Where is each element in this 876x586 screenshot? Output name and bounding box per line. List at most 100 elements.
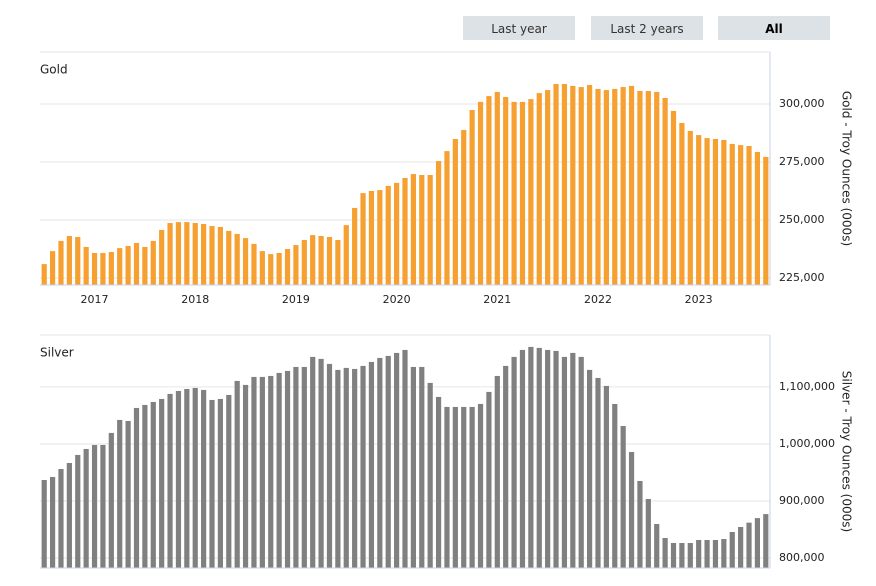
bar	[368, 191, 375, 285]
bar	[360, 193, 366, 285]
bar	[637, 90, 643, 286]
bar	[385, 185, 391, 285]
bar	[536, 93, 542, 285]
bar	[410, 174, 416, 285]
bar	[519, 349, 526, 568]
bar	[679, 543, 685, 568]
bar	[108, 432, 114, 568]
bar	[159, 229, 165, 285]
bar	[536, 347, 542, 568]
bar	[452, 139, 458, 285]
bar	[620, 425, 626, 568]
bar	[184, 222, 190, 285]
bar	[570, 352, 576, 568]
bar	[494, 91, 500, 285]
bar	[301, 239, 307, 285]
bar	[494, 375, 500, 568]
bar	[326, 363, 333, 568]
bar	[49, 476, 56, 568]
bar	[310, 235, 316, 285]
y-axis-title: Silver - Troy Ounces (000s)	[840, 371, 854, 532]
bar	[578, 356, 584, 568]
y-tick-label: 250,000	[779, 213, 825, 226]
bar	[150, 240, 156, 285]
bar	[561, 84, 568, 285]
bar	[670, 543, 677, 568]
bar	[645, 90, 651, 286]
bar	[503, 365, 509, 568]
bar	[662, 537, 668, 568]
y-tick-label: 300,000	[779, 97, 825, 110]
bar	[276, 372, 282, 568]
bar	[511, 101, 517, 285]
bar	[486, 391, 492, 568]
chart-title: Silver	[40, 346, 74, 360]
bar	[738, 145, 744, 285]
bar	[385, 355, 391, 568]
bar	[259, 376, 265, 568]
bar	[75, 454, 81, 568]
bar	[209, 399, 215, 568]
bar	[712, 139, 719, 285]
bar	[117, 419, 123, 568]
bar	[628, 85, 635, 285]
bar	[167, 393, 173, 568]
bar	[586, 84, 593, 285]
bar	[620, 87, 626, 285]
x-tick-label: 2019	[282, 293, 310, 306]
bar	[58, 240, 64, 285]
bar	[58, 468, 64, 568]
range-button[interactable]: Last 2 years	[591, 16, 703, 40]
bar	[242, 238, 249, 285]
bar	[696, 135, 702, 285]
bar	[125, 246, 131, 285]
bar	[201, 389, 207, 568]
bar	[394, 352, 400, 568]
chart-title: Gold	[40, 63, 68, 77]
bar	[259, 251, 265, 285]
bar	[83, 246, 89, 285]
bar	[184, 388, 190, 568]
bar	[452, 406, 458, 568]
bar	[41, 264, 47, 285]
bar	[444, 406, 450, 568]
bar	[578, 87, 584, 285]
range-button[interactable]: Last year	[463, 16, 575, 40]
bar	[276, 252, 282, 285]
bar	[570, 85, 576, 285]
bar	[746, 145, 752, 285]
bar	[217, 226, 224, 285]
y-tick-label: 1,100,000	[779, 380, 835, 393]
bar	[545, 349, 551, 568]
bar	[268, 254, 274, 285]
bar	[662, 97, 668, 286]
bar	[66, 236, 72, 285]
bar	[142, 404, 148, 568]
bar	[402, 178, 408, 285]
bar	[754, 152, 761, 285]
bar	[318, 358, 324, 568]
bar	[603, 90, 609, 286]
range-button[interactable]: All	[718, 16, 830, 40]
bar	[242, 384, 249, 568]
bar	[763, 156, 769, 285]
bar	[394, 182, 400, 285]
bar	[209, 226, 215, 285]
y-axis-title: Gold - Troy Ounces (000s)	[840, 91, 854, 246]
bar	[117, 248, 123, 285]
bar	[226, 230, 232, 285]
bar	[435, 161, 442, 285]
bar	[83, 448, 89, 568]
bar	[444, 151, 450, 285]
bar	[201, 223, 207, 285]
bar	[511, 356, 517, 568]
x-tick-label: 2018	[181, 293, 209, 306]
bar	[310, 356, 316, 568]
bar	[352, 368, 358, 568]
bar	[679, 123, 685, 285]
bar	[419, 366, 425, 568]
bar	[41, 479, 47, 568]
bar	[637, 480, 643, 568]
bar	[419, 174, 425, 285]
